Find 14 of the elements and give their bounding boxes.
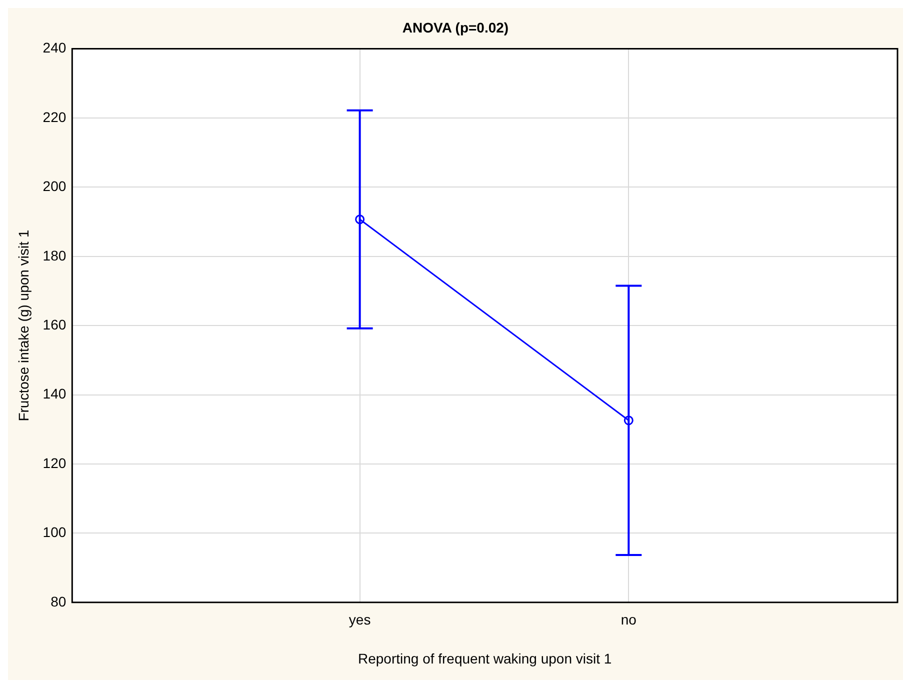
y-axis-title: Fructose intake (g) upon visit 1 bbox=[15, 230, 32, 422]
y-tick-label: 220 bbox=[42, 108, 66, 125]
y-tick-label: 160 bbox=[42, 316, 66, 332]
y-tick-label: 100 bbox=[42, 524, 66, 540]
y-tick-label: 200 bbox=[42, 178, 66, 194]
chart-title: ANOVA (p=0.02) bbox=[402, 19, 509, 36]
y-tick-label: 140 bbox=[42, 386, 66, 402]
y-tick-label: 240 bbox=[42, 40, 66, 56]
x-tick-label: yes bbox=[348, 612, 371, 628]
x-tick-label: no bbox=[620, 612, 637, 628]
x-axis-title: Reporting of frequent waking upon visit 1 bbox=[358, 650, 612, 666]
y-tick-label: 80 bbox=[50, 593, 66, 610]
y-tick-label: 120 bbox=[42, 454, 66, 471]
y-tick-label: 180 bbox=[42, 247, 66, 264]
